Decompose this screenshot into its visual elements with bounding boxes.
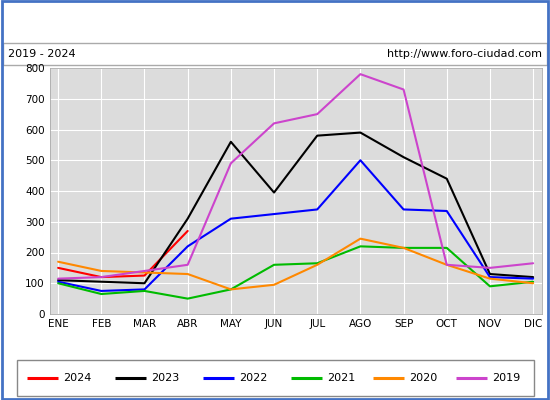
Text: 2023: 2023 [151, 373, 179, 383]
Text: http://www.foro-ciudad.com: http://www.foro-ciudad.com [387, 49, 542, 59]
Text: 2021: 2021 [327, 373, 355, 383]
Text: 2022: 2022 [239, 373, 267, 383]
Text: 2019 - 2024: 2019 - 2024 [8, 49, 76, 59]
Text: 2019: 2019 [492, 373, 520, 383]
Text: Evolucion Nº Turistas Extranjeros en el municipio de Melide: Evolucion Nº Turistas Extranjeros en el … [52, 14, 498, 28]
Text: 2020: 2020 [409, 373, 438, 383]
FancyBboxPatch shape [16, 360, 534, 396]
Text: 2024: 2024 [63, 373, 91, 383]
FancyBboxPatch shape [3, 43, 547, 65]
